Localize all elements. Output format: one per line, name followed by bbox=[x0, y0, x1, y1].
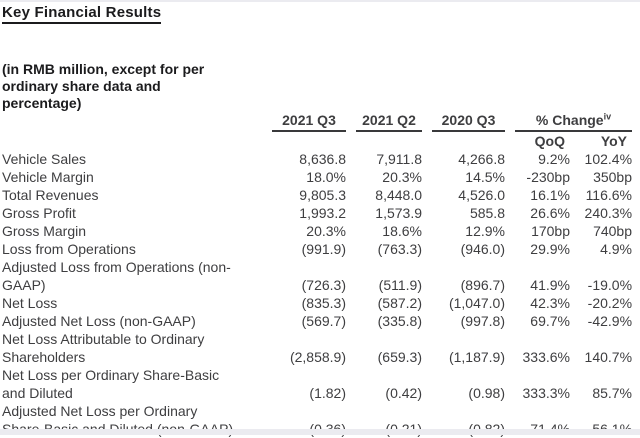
value-yoy-change: -20.2% bbox=[587, 295, 633, 311]
column-header-2020-q3: 2020 Q3 bbox=[432, 112, 505, 132]
page-title: Key Financial Results bbox=[2, 4, 162, 24]
row-label: Gross Margin bbox=[2, 223, 87, 239]
period-header-row: 2021 Q3 2021 Q2 2020 Q3 % Changeiv bbox=[2, 111, 633, 132]
row-label: Gross Profit bbox=[2, 205, 76, 221]
value-yoy-change: 740bp bbox=[593, 223, 633, 239]
value-2020-q3: 14.5% bbox=[465, 169, 505, 185]
row-label: Vehicle Margin bbox=[2, 169, 94, 185]
row-label: Net Loss bbox=[2, 295, 58, 311]
table-row: Adjusted Loss from Operations (non- GAAP… bbox=[2, 258, 632, 294]
value-2021-q3: 18.0% bbox=[306, 169, 346, 185]
value-2021-q3: (835.3) bbox=[301, 295, 346, 311]
value-2021-q3: 1,993.2 bbox=[299, 205, 346, 221]
value-2021-q3: (726.3) bbox=[301, 277, 346, 293]
value-qoq-change: 41.9% bbox=[530, 277, 570, 293]
value-qoq-change: 16.1% bbox=[530, 187, 570, 203]
value-2021-q3: (991.9) bbox=[301, 241, 346, 257]
table-row: Loss from Operations (991.9) (763.3) (94… bbox=[2, 240, 632, 258]
value-qoq-change: 333.3% bbox=[522, 385, 570, 401]
column-header-2021-q2: 2021 Q2 bbox=[356, 112, 422, 132]
value-qoq-change: 170bp bbox=[531, 223, 570, 239]
value-2021-q2: (0.42) bbox=[385, 385, 422, 401]
value-2021-q3: (569.7) bbox=[301, 313, 346, 329]
value-yoy-change: 102.4% bbox=[584, 151, 633, 167]
value-2021-q2: (511.9) bbox=[378, 277, 422, 293]
value-2021-q2: 20.3% bbox=[382, 169, 422, 185]
table-row: Gross Margin 20.3% 18.6% 12.9% 170bp 740… bbox=[2, 222, 632, 240]
table-row: Net Loss Attributable to Ordinary Shareh… bbox=[2, 330, 632, 366]
value-yoy-change: 140.7% bbox=[584, 349, 633, 365]
value-qoq-change: 29.9% bbox=[530, 241, 570, 257]
value-2020-q3: (946.0) bbox=[460, 241, 505, 257]
table-body: Vehicle Sales 8,636.8 7,911.8 4,266.8 9.… bbox=[2, 150, 632, 438]
value-2021-q2: 1,573.9 bbox=[375, 205, 422, 221]
row-label: Loss from Operations bbox=[2, 241, 136, 257]
table-row: Vehicle Sales 8,636.8 7,911.8 4,266.8 9.… bbox=[2, 150, 632, 168]
value-2021-q3: 8,636.8 bbox=[299, 151, 346, 167]
value-2020-q3: (896.7) bbox=[460, 277, 505, 293]
value-yoy-change: -19.0% bbox=[587, 277, 633, 293]
value-2020-q3: (1,047.0) bbox=[448, 295, 505, 311]
table-row: Vehicle Margin 18.0% 20.3% 14.5% -230bp … bbox=[2, 168, 632, 186]
value-qoq-change: -230bp bbox=[526, 169, 570, 185]
row-label: Vehicle Sales bbox=[2, 151, 87, 167]
value-yoy-change: -42.9% bbox=[587, 313, 633, 329]
table-row: Adjusted Net Loss (non-GAAP) (569.7) (33… bbox=[2, 312, 632, 330]
change-subheader-row: QoQ YoY bbox=[2, 132, 632, 150]
table-row: Gross Profit 1,993.2 1,573.9 585.8 26.6%… bbox=[2, 204, 632, 222]
top-edge-strip bbox=[0, 0, 640, 2]
value-2021-q2: (763.3) bbox=[377, 241, 422, 257]
value-2020-q3: 4,526.0 bbox=[458, 187, 505, 203]
label-column-spacer bbox=[2, 112, 262, 132]
value-yoy-change: 116.6% bbox=[585, 187, 633, 203]
row-label: Net Loss Attributable to Ordinary Shareh… bbox=[2, 331, 205, 365]
value-2020-q3: 12.9% bbox=[465, 223, 505, 239]
value-yoy-change: 240.3% bbox=[584, 205, 633, 221]
value-2021-q3: 20.3% bbox=[306, 223, 346, 239]
table-row: Net Loss per Ordinary Share-Basic and Di… bbox=[2, 366, 632, 402]
value-2021-q2: (659.3) bbox=[377, 349, 422, 365]
value-2021-q2: (335.8) bbox=[377, 313, 422, 329]
value-2021-q3: (2,858.9) bbox=[289, 349, 346, 365]
value-2021-q2: 7,911.8 bbox=[376, 151, 422, 167]
column-header-qoq: QoQ bbox=[534, 133, 565, 149]
row-label: Adjusted Loss from Operations (non- GAAP… bbox=[2, 259, 231, 293]
table-row: Total Revenues 9,805.3 8,448.0 4,526.0 1… bbox=[2, 186, 632, 204]
value-qoq-change: 26.6% bbox=[530, 205, 570, 221]
value-2021-q2: (587.2) bbox=[377, 295, 422, 311]
footnote-marker-iv: iv bbox=[603, 111, 612, 122]
column-header-pct-change: % Changeiv bbox=[515, 111, 633, 132]
value-2021-q2: 8,448.0 bbox=[375, 187, 422, 203]
value-2020-q3: (0.98) bbox=[468, 385, 505, 401]
value-qoq-change: 9.2% bbox=[538, 151, 570, 167]
value-yoy-change: 4.9% bbox=[600, 241, 633, 257]
value-qoq-change: 69.7% bbox=[530, 313, 570, 329]
value-yoy-change: 85.7% bbox=[592, 385, 633, 401]
value-2020-q3: (1,187.9) bbox=[448, 349, 505, 365]
row-label: Total Revenues bbox=[2, 187, 99, 203]
value-2021-q3: 9,805.3 bbox=[299, 187, 346, 203]
column-header-yoy: YoY bbox=[600, 133, 628, 149]
value-2020-q3: 4,266.8 bbox=[458, 151, 505, 167]
value-2020-q3: 585.8 bbox=[469, 205, 505, 221]
table-row: Net Loss (835.3) (587.2) (1,047.0) 42.3%… bbox=[2, 294, 632, 312]
financial-results-table: 2021 Q3 2021 Q2 2020 Q3 % Changeiv QoQ Y… bbox=[2, 111, 633, 438]
table-header: 2021 Q3 2021 Q2 2020 Q3 % Changeiv QoQ Y… bbox=[2, 111, 633, 150]
value-2021-q2: 18.6% bbox=[382, 223, 422, 239]
value-yoy-change: 350bp bbox=[593, 169, 633, 185]
value-2021-q3: (1.82) bbox=[309, 385, 346, 401]
pct-change-label: % Change bbox=[535, 112, 604, 128]
row-label: Net Loss per Ordinary Share-Basic and Di… bbox=[2, 367, 220, 401]
column-header-2021-q3: 2021 Q3 bbox=[272, 112, 346, 132]
row-label: Adjusted Net Loss (non-GAAP) bbox=[2, 313, 196, 329]
bottom-edge-strip bbox=[0, 429, 640, 435]
table-unit-note: (in RMB million, except for per ordinary… bbox=[2, 61, 205, 111]
value-qoq-change: 333.6% bbox=[522, 349, 570, 365]
value-2020-q3: (997.8) bbox=[460, 313, 505, 329]
value-qoq-change: 42.3% bbox=[530, 295, 570, 311]
